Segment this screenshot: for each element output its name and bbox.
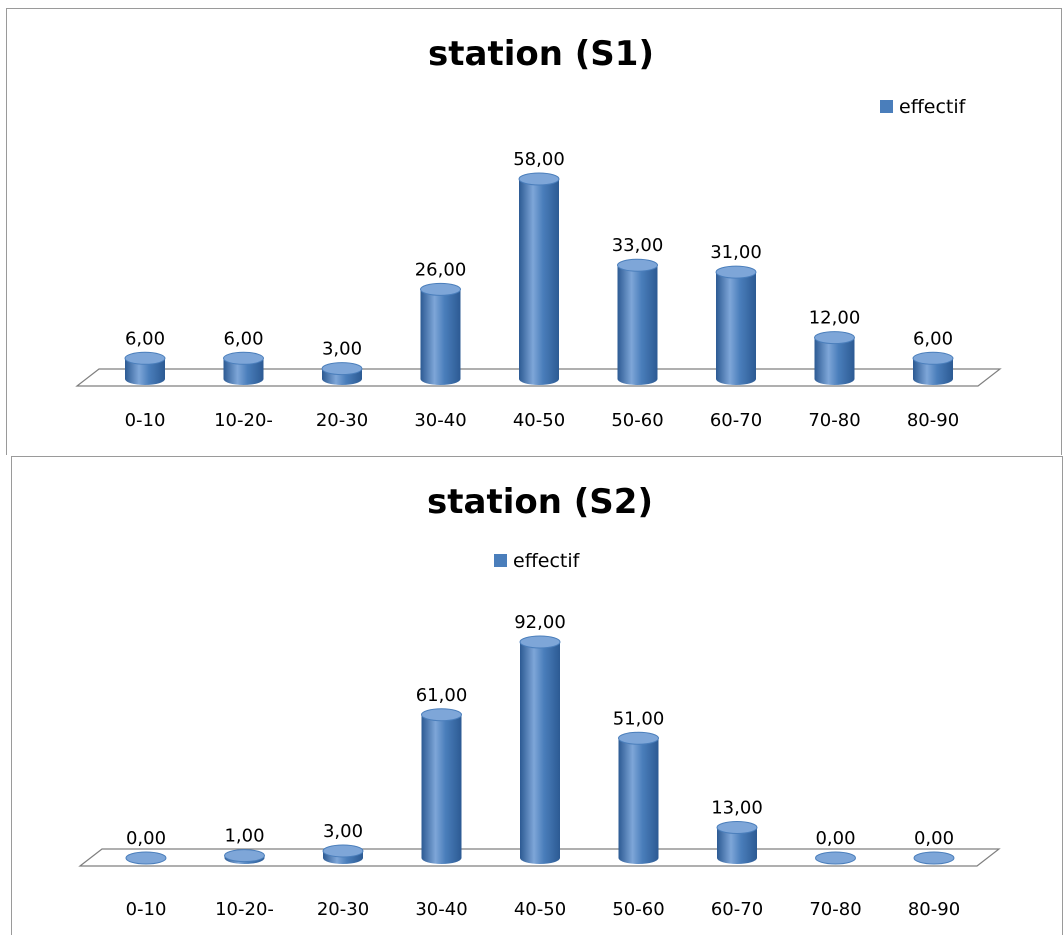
legend-label: effectif [513,550,581,572]
x-tick-label: 50-60 [611,410,663,431]
bar [519,635,561,864]
data-label: 3,00 [322,339,362,360]
data-label: 6,00 [223,328,263,349]
bar [420,282,461,385]
bar [518,172,560,385]
x-tick-label: 70-80 [808,410,860,431]
data-label: 33,00 [612,235,664,256]
data-label: 0,00 [815,828,855,849]
bar [913,851,955,865]
bar [224,849,265,864]
chart-s2-svg: station (S2) effectif 0,00 0-10 1,00 10-20-… [78,482,1001,920]
x-tick-label: 30-40 [414,410,466,431]
bar [814,331,855,385]
bar [125,851,167,865]
data-label: 12,00 [809,308,861,329]
legend-swatch [494,554,507,567]
data-label: 61,00 [416,685,468,706]
x-tick-label: 0-10 [125,410,166,431]
bar [912,351,954,385]
x-tick-label: 20-30 [316,410,368,431]
bar [322,844,364,864]
bar [617,258,658,385]
data-label: 31,00 [710,242,762,263]
bar [223,351,264,385]
x-tick-label: 50-60 [612,899,664,920]
data-label: 51,00 [613,708,665,729]
x-tick-label: 60-70 [710,410,762,431]
chart-s1-svg: station (S1) effectif 6,00 0-10 6,00 10-20-… [75,34,1002,431]
data-label: 0,00 [126,828,166,849]
data-label: 3,00 [323,821,363,842]
chart-panel-s2: station (S2) effectif 0,00 0-10 1,00 10-20-… [11,456,1063,935]
data-label: 58,00 [513,149,565,170]
data-label: 13,00 [711,797,763,818]
data-label: 92,00 [514,612,566,633]
x-tick-label: 20-30 [317,899,369,920]
x-tick-label: 10-20- [214,410,273,431]
data-label: 0,00 [914,828,954,849]
x-tick-label: 70-80 [809,899,861,920]
chart-panel-s1: station (S1) effectif 6,00 0-10 6,00 10-20-… [6,8,1062,455]
bar [716,820,758,864]
legend-swatch [880,100,893,113]
x-tick-label: 80-90 [908,899,960,920]
x-tick-label: 30-40 [415,899,467,920]
legend-label: effectif [899,96,967,118]
chart-marks: 6,00 0-10 6,00 10-20- 3,00 20-30 26,00 30-40 58,… [75,149,1002,431]
x-tick-label: 80-90 [907,410,959,431]
data-label: 26,00 [415,259,467,280]
data-label: 6,00 [125,328,165,349]
chart-title: station (S2) [427,482,653,522]
data-label: 6,00 [913,328,953,349]
chart-title: station (S1) [428,34,654,74]
x-tick-label: 40-50 [513,410,565,431]
data-label: 1,00 [224,826,264,847]
x-tick-label: 10-20- [215,899,274,920]
chart-marks: 0,00 0-10 1,00 10-20- 3,00 20-30 61,00 30-40 92,… [78,612,1001,920]
bar [321,362,363,385]
bar [124,351,166,385]
x-tick-label: 40-50 [514,899,566,920]
x-tick-label: 60-70 [711,899,763,920]
x-tick-label: 0-10 [126,899,167,920]
bar [618,731,659,864]
bar [715,265,757,385]
bar [421,708,462,864]
bar [815,851,856,865]
